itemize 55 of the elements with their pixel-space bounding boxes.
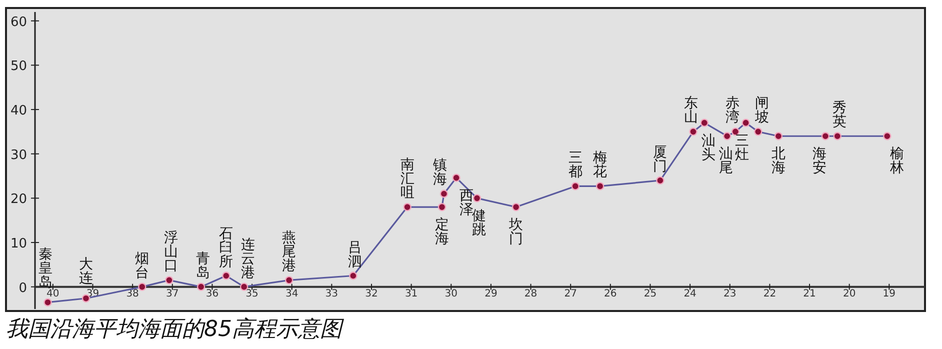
y-tick-label: 20 — [10, 192, 27, 208]
x-tick-label: 24 — [684, 288, 696, 300]
x-tick-label: 37 — [166, 288, 179, 300]
x-tick-label: 36 — [206, 288, 219, 300]
annotation: 烟台 — [135, 250, 150, 281]
annotation: 汕尾 — [719, 146, 734, 176]
x-tick-label: 35 — [246, 288, 258, 300]
annotation: 闸坡 — [754, 96, 770, 126]
annotation: 三都 — [568, 150, 582, 180]
x-tick-label: 22 — [763, 288, 776, 300]
x-tick-label: 19 — [882, 288, 896, 300]
annotation: 吕泗 — [348, 240, 362, 270]
annotation: 榆林 — [889, 146, 904, 176]
x-tick-label: 32 — [365, 288, 378, 300]
x-tick-label: 28 — [524, 288, 538, 300]
y-tick-label: 60 — [10, 14, 27, 30]
y-tick-label: 30 — [10, 148, 27, 163]
x-tick-label: 34 — [285, 288, 298, 300]
x-tick-label: 27 — [564, 288, 577, 300]
y-tick-label: 10 — [10, 236, 27, 252]
annotation: 西泽 — [459, 188, 474, 218]
annotation: 燕尾港 — [282, 230, 296, 274]
annotation: 南汇咀 — [400, 157, 414, 202]
x-tick-label: 33 — [325, 288, 338, 300]
annotation: 赤湾 — [725, 96, 740, 126]
annotation: 石臼所 — [219, 226, 234, 270]
x-tick-label: 40 — [46, 288, 60, 300]
x-tick-label: 25 — [644, 288, 657, 300]
y-tick-label: 50 — [10, 59, 27, 74]
annotation: 厦门 — [653, 144, 668, 174]
annotation: 青岛 — [196, 250, 210, 281]
annotation: 浮山口 — [164, 230, 178, 274]
annotation: 大连 — [78, 256, 93, 286]
annotation: 镇海 — [432, 158, 447, 188]
annotation: 定海 — [434, 217, 449, 248]
annotation: 秀英 — [832, 100, 846, 130]
x-tick-label: 30 — [444, 288, 458, 300]
x-tick-label: 23 — [724, 288, 736, 300]
x-tick-label: 21 — [803, 288, 816, 300]
annotation: 东山 — [684, 96, 698, 126]
x-tick-label: 26 — [604, 288, 617, 300]
annotation: 坎门 — [508, 217, 524, 248]
annotation: 北海 — [771, 146, 786, 176]
annotation: 汕头 — [701, 132, 716, 163]
annotation: 梅花 — [592, 150, 608, 180]
x-tick-label: 29 — [484, 288, 498, 300]
y-tick-label: 0 — [18, 280, 27, 296]
annotation: 海安 — [812, 146, 826, 176]
y-tick-label: 40 — [10, 104, 27, 119]
x-tick-label: 20 — [842, 288, 856, 300]
x-tick-label: 31 — [404, 288, 418, 300]
annotation: 三灶 — [734, 132, 749, 163]
text: 我国沿海平均海面的85高程示意图 — [6, 317, 345, 342]
annotation: 健跳 — [472, 208, 486, 238]
annotation: 连云港 — [241, 236, 256, 281]
